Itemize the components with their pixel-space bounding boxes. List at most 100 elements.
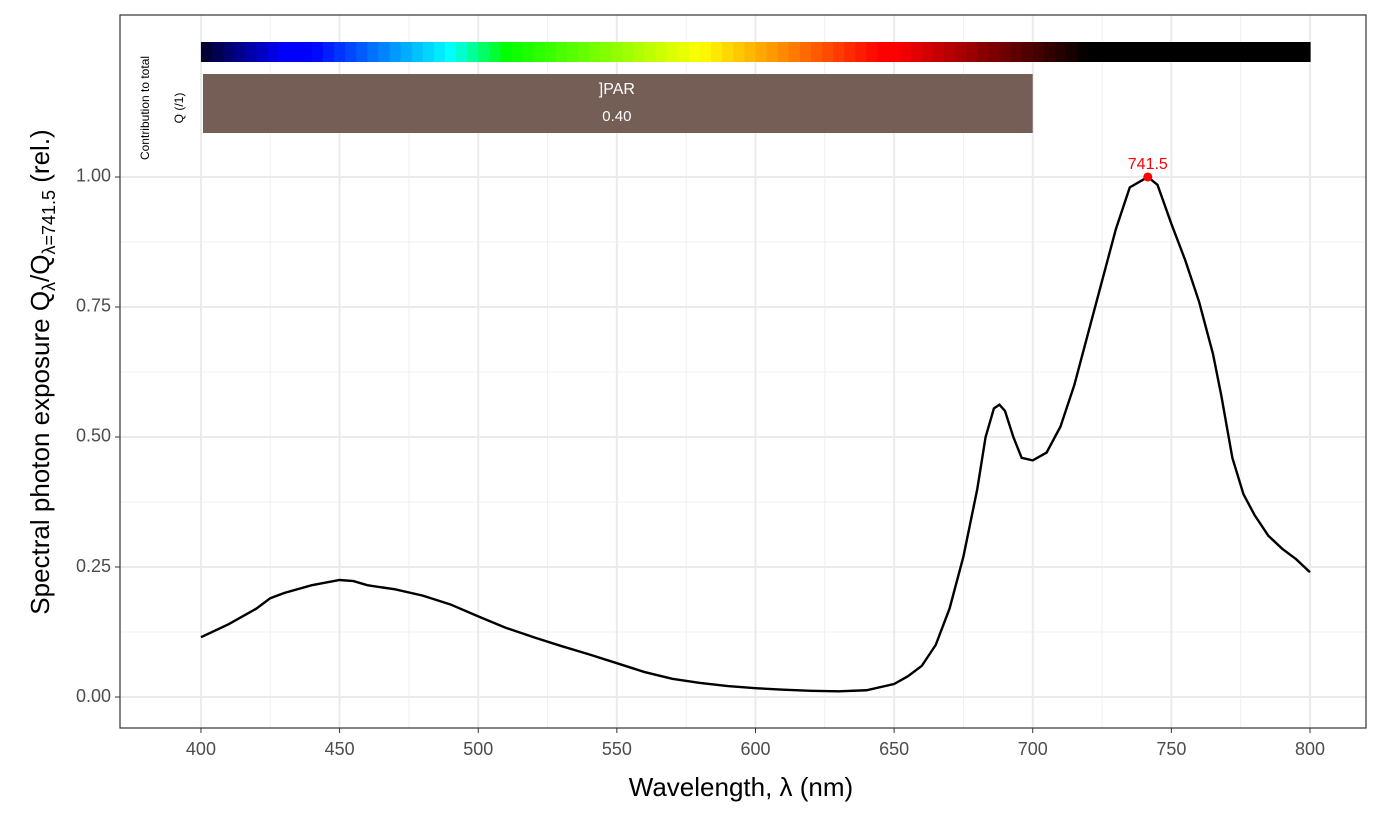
spectrum-band bbox=[1132, 42, 1145, 62]
y-axis-title: Spectral photon exposure Qλ/Qλ=741.5 (re… bbox=[25, 129, 59, 614]
spectrum-band bbox=[1276, 42, 1289, 62]
x-axis-title: Wavelength, λ (nm) bbox=[629, 772, 853, 802]
x-tick-label: 800 bbox=[1295, 739, 1325, 759]
panel-border bbox=[119, 14, 1367, 729]
spectrum-band bbox=[356, 42, 368, 62]
spectrum-band bbox=[1021, 42, 1034, 62]
spectrum-band bbox=[899, 42, 912, 62]
spectrum-band bbox=[855, 42, 867, 62]
spectrum-band bbox=[633, 42, 646, 62]
spectrum-band bbox=[1232, 42, 1245, 62]
band-bar bbox=[202, 74, 1033, 133]
spectrum-band bbox=[888, 42, 901, 62]
spectrum-band bbox=[444, 42, 457, 62]
spectrum-band bbox=[700, 42, 712, 62]
spectrum-band bbox=[467, 42, 479, 62]
spectrum-band bbox=[433, 42, 446, 62]
spectrum-band bbox=[1176, 42, 1189, 62]
spectrum-band bbox=[932, 42, 945, 62]
spectrum-band bbox=[655, 42, 668, 62]
spectrum-band bbox=[744, 42, 757, 62]
spectrum-band bbox=[411, 42, 424, 62]
band-label: ]PAR bbox=[599, 81, 635, 98]
spectrum-band bbox=[300, 42, 313, 62]
spectrum-band bbox=[422, 42, 435, 62]
spectrum-band bbox=[688, 42, 701, 62]
x-tick-label: 600 bbox=[740, 739, 770, 759]
peak-label: 741.5 bbox=[1128, 156, 1168, 173]
spectrum-band bbox=[267, 42, 280, 62]
spectrum-band bbox=[367, 42, 380, 62]
spectrum-band bbox=[799, 42, 812, 62]
spectrum-band bbox=[944, 42, 956, 62]
spectrum-band bbox=[566, 42, 579, 62]
spectrum-band bbox=[533, 42, 546, 62]
y-tick-label: 0.50 bbox=[76, 426, 111, 446]
spectrum-band bbox=[866, 42, 879, 62]
spectrum-band bbox=[1221, 42, 1233, 62]
spectrum-band bbox=[311, 42, 324, 62]
spectrum-band bbox=[212, 42, 224, 62]
spectrum-band bbox=[1210, 42, 1222, 62]
y-title-end: (rel.) bbox=[25, 129, 55, 190]
y-tick-label: 1.00 bbox=[76, 166, 111, 186]
spectrum-band bbox=[1254, 42, 1267, 62]
spectrum-band bbox=[677, 42, 690, 62]
spectrum-band bbox=[988, 42, 1001, 62]
spectrum-band bbox=[1287, 42, 1300, 62]
spectrum-band bbox=[1032, 42, 1045, 62]
y-tick-label: 0.75 bbox=[76, 296, 111, 316]
spectrum-band bbox=[278, 42, 291, 62]
x-tick-label: 550 bbox=[602, 739, 632, 759]
spectrum-band bbox=[589, 42, 601, 62]
x-tick-label: 750 bbox=[1156, 739, 1186, 759]
spectrum-band bbox=[966, 42, 978, 62]
spectrum-band bbox=[1265, 42, 1278, 62]
spectrum-band bbox=[578, 42, 590, 62]
spectrum-band bbox=[1188, 42, 1200, 62]
peak-point bbox=[1143, 172, 1153, 182]
spectrum-band bbox=[777, 42, 790, 62]
spectrum-band bbox=[1077, 42, 1089, 62]
spectrum-band bbox=[289, 42, 302, 62]
spectrum-band bbox=[245, 42, 258, 62]
spectrum-band bbox=[1121, 42, 1134, 62]
spectrum-band bbox=[666, 42, 679, 62]
spectrum-band bbox=[611, 42, 623, 62]
line bbox=[200, 175, 1311, 693]
spectrum-band bbox=[511, 42, 524, 62]
spectrum-band bbox=[1298, 42, 1311, 62]
spectrum-band bbox=[1043, 42, 1056, 62]
y-title-mid: /Q bbox=[25, 255, 55, 282]
spectrum-band bbox=[478, 42, 490, 62]
spectrum-band bbox=[1243, 42, 1256, 62]
x-tick-label: 450 bbox=[325, 739, 355, 759]
spectrum-band bbox=[456, 42, 468, 62]
spectrum-band bbox=[522, 42, 535, 62]
plot: ]PAR 0.40 741.5 bbox=[200, 42, 1311, 693]
spectrum-band bbox=[788, 42, 801, 62]
x-tick-label: 700 bbox=[1018, 739, 1048, 759]
spectrum-band bbox=[500, 42, 513, 62]
spectrum-band bbox=[810, 42, 823, 62]
spectrum-band bbox=[1099, 42, 1111, 62]
y-title-sub: λ=741.5 bbox=[39, 190, 59, 255]
spectrum-band bbox=[999, 42, 1012, 62]
x-tick-label: 650 bbox=[879, 739, 909, 759]
spectrum-band bbox=[400, 42, 413, 62]
spectrum-band bbox=[345, 42, 357, 62]
spectrum-band bbox=[322, 42, 335, 62]
spectrum-band bbox=[1066, 42, 1078, 62]
spectrum-band bbox=[977, 42, 989, 62]
spectrum-band bbox=[489, 42, 501, 62]
spectrum-band bbox=[1154, 42, 1167, 62]
spectrum-band bbox=[644, 42, 657, 62]
spectrum-band bbox=[600, 42, 612, 62]
x-tick-label: 400 bbox=[186, 739, 216, 759]
spectrum-band bbox=[755, 42, 768, 62]
side-label: Contribution to total bbox=[138, 56, 152, 160]
spectrum-band bbox=[555, 42, 568, 62]
spectrum-band bbox=[622, 42, 635, 62]
